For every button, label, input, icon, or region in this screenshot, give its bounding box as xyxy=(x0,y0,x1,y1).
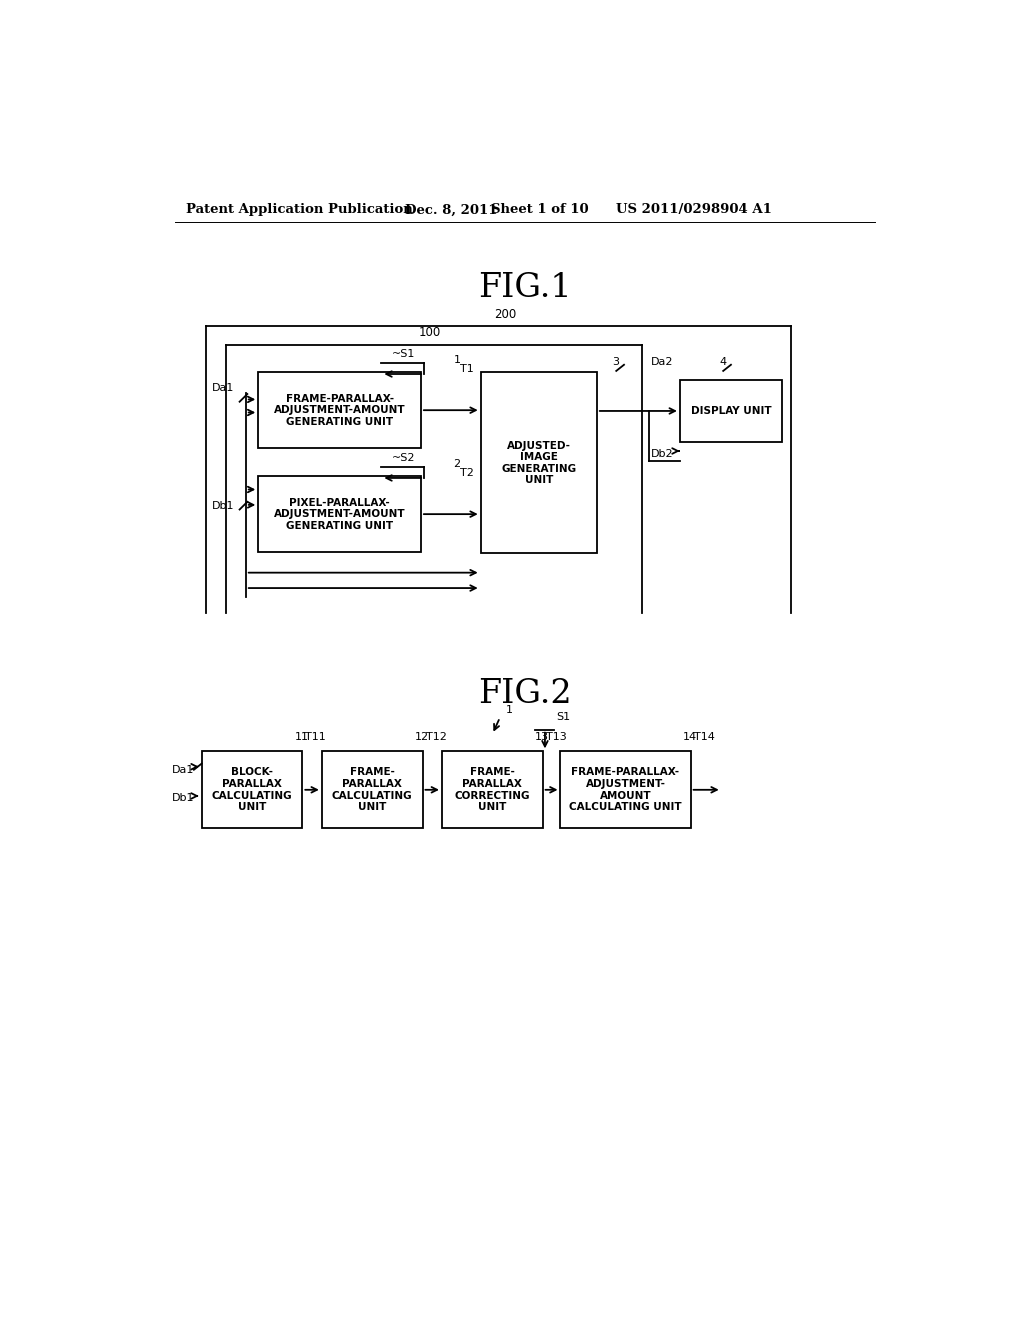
Text: Db1: Db1 xyxy=(172,793,195,804)
Bar xyxy=(680,380,782,442)
Bar xyxy=(322,751,423,829)
Text: T14: T14 xyxy=(693,731,715,742)
Text: Dec. 8, 2011: Dec. 8, 2011 xyxy=(406,203,498,216)
Bar xyxy=(442,751,543,829)
Text: DISPLAY UNIT: DISPLAY UNIT xyxy=(690,407,771,416)
Text: Sheet 1 of 10: Sheet 1 of 10 xyxy=(490,203,589,216)
Text: 12: 12 xyxy=(415,731,429,742)
Text: ~S2: ~S2 xyxy=(391,453,415,463)
Bar xyxy=(202,751,302,829)
Text: FRAME-PARALLAX-
ADJUSTMENT-
AMOUNT
CALCULATING UNIT: FRAME-PARALLAX- ADJUSTMENT- AMOUNT CALCU… xyxy=(569,767,682,812)
Text: 2: 2 xyxy=(454,459,461,469)
Text: 1: 1 xyxy=(506,705,513,715)
Text: T2: T2 xyxy=(460,467,473,478)
Bar xyxy=(480,372,597,553)
Bar xyxy=(258,372,421,447)
Text: 13: 13 xyxy=(535,731,549,742)
Text: FIG.2: FIG.2 xyxy=(478,677,571,710)
Text: ADJUSTED-
IMAGE
GENERATING
UNIT: ADJUSTED- IMAGE GENERATING UNIT xyxy=(501,441,577,486)
Text: FRAME-
PARALLAX
CALCULATING
UNIT: FRAME- PARALLAX CALCULATING UNIT xyxy=(332,767,413,812)
Text: ~S1: ~S1 xyxy=(391,348,415,359)
Text: Da1: Da1 xyxy=(172,764,195,775)
Text: US 2011/0298904 A1: US 2011/0298904 A1 xyxy=(616,203,772,216)
Text: FRAME-PARALLAX-
ADJUSTMENT-AMOUNT
GENERATING UNIT: FRAME-PARALLAX- ADJUSTMENT-AMOUNT GENERA… xyxy=(273,393,406,426)
Text: Patent Application Publication: Patent Application Publication xyxy=(186,203,413,216)
Text: 200: 200 xyxy=(495,308,516,321)
Text: 14: 14 xyxy=(683,731,697,742)
Text: Da2: Da2 xyxy=(651,356,674,367)
Text: 11: 11 xyxy=(295,731,308,742)
Text: FIG.1: FIG.1 xyxy=(478,272,571,304)
Text: T13: T13 xyxy=(546,731,566,742)
Text: S1: S1 xyxy=(556,713,570,722)
Text: PIXEL-PARALLAX-
ADJUSTMENT-AMOUNT
GENERATING UNIT: PIXEL-PARALLAX- ADJUSTMENT-AMOUNT GENERA… xyxy=(273,498,406,531)
Text: Da1: Da1 xyxy=(212,383,234,393)
Text: 1: 1 xyxy=(454,355,461,366)
Text: T1: T1 xyxy=(460,364,473,374)
Text: T11: T11 xyxy=(305,731,327,742)
Text: 100: 100 xyxy=(419,326,441,339)
Text: Db1: Db1 xyxy=(212,500,234,511)
Text: BLOCK-
PARALLAX
CALCULATING
UNIT: BLOCK- PARALLAX CALCULATING UNIT xyxy=(212,767,292,812)
Bar xyxy=(560,751,690,829)
Text: 4: 4 xyxy=(719,356,726,367)
Text: 3: 3 xyxy=(612,356,620,367)
Text: FRAME-
PARALLAX
CORRECTING
UNIT: FRAME- PARALLAX CORRECTING UNIT xyxy=(455,767,530,812)
Text: T12: T12 xyxy=(426,731,446,742)
Text: Db2: Db2 xyxy=(651,449,674,459)
Bar xyxy=(258,477,421,552)
